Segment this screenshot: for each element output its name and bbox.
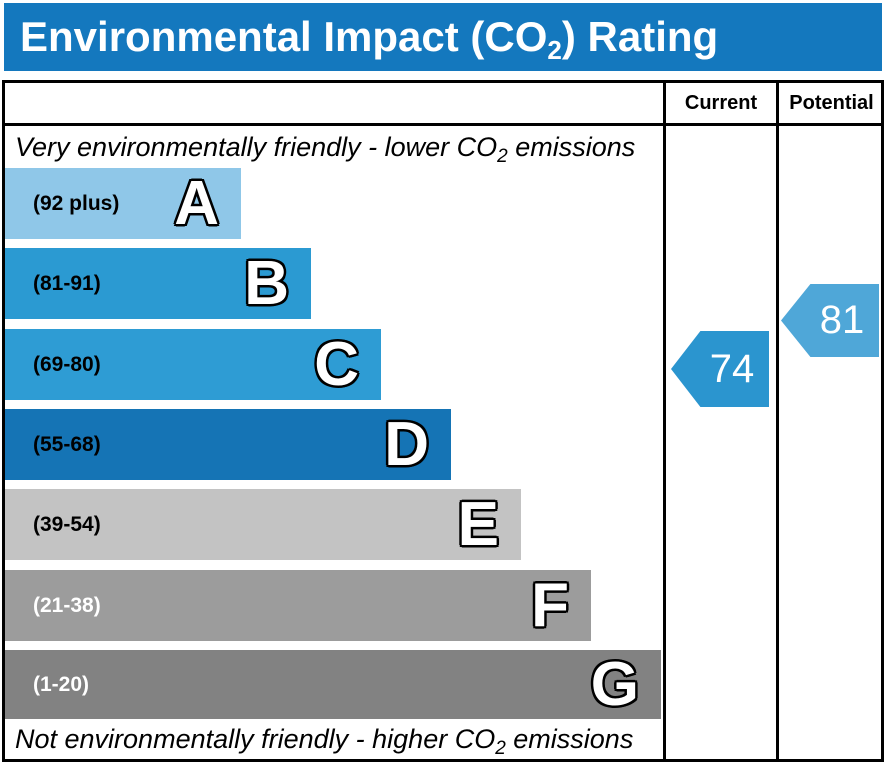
potential-rating-arrow: 81: [781, 284, 879, 357]
band-c-letter: C: [314, 329, 359, 399]
band-e-range-label: (39-54): [33, 512, 101, 536]
band-c: (69-80) C: [5, 329, 381, 400]
band-e: (39-54) E: [5, 489, 521, 560]
current-rating-value: 74: [709, 346, 755, 391]
bottom-scale-note: Not environmentally friendly - higher CO…: [15, 724, 634, 759]
header-row-divider: [2, 123, 884, 126]
band-d-letter: D: [384, 409, 429, 479]
band-a-range-label: (92 plus): [33, 191, 120, 215]
column-header-current: Current: [684, 91, 758, 114]
band-g-letter: G: [590, 649, 639, 719]
band-f-letter: F: [531, 570, 569, 640]
top-scale-note: Very environmentally friendly - lower CO…: [15, 132, 636, 167]
current-column-divider: [663, 80, 666, 762]
potential-column-divider: [776, 80, 779, 762]
band-c-range-label: (69-80): [33, 352, 101, 376]
potential-rating-value: 81: [819, 298, 865, 342]
band-e-letter: E: [457, 489, 499, 559]
band-f-range-label: (21-38): [33, 593, 101, 617]
band-g-range-label: (1-20): [33, 672, 90, 696]
column-header-potential: Potential: [789, 91, 874, 114]
rating-table-frame: [2, 80, 884, 762]
band-a: (92 plus) A: [5, 168, 241, 239]
band-b-letter: B: [244, 248, 289, 318]
page-title: Environmental Impact (CO2) Rating: [20, 13, 719, 65]
band-b: (81-91) B: [5, 248, 311, 319]
band-g: (1-20) G: [5, 650, 661, 719]
chart-title-bar: Environmental Impact (CO2) Rating: [4, 3, 882, 71]
band-a-letter: A: [174, 168, 219, 238]
band-b-range-label: (81-91): [33, 271, 101, 295]
band-d-range-label: (55-68): [33, 432, 101, 456]
band-f: (21-38) F: [5, 570, 591, 641]
band-d: (55-68) D: [5, 409, 451, 480]
